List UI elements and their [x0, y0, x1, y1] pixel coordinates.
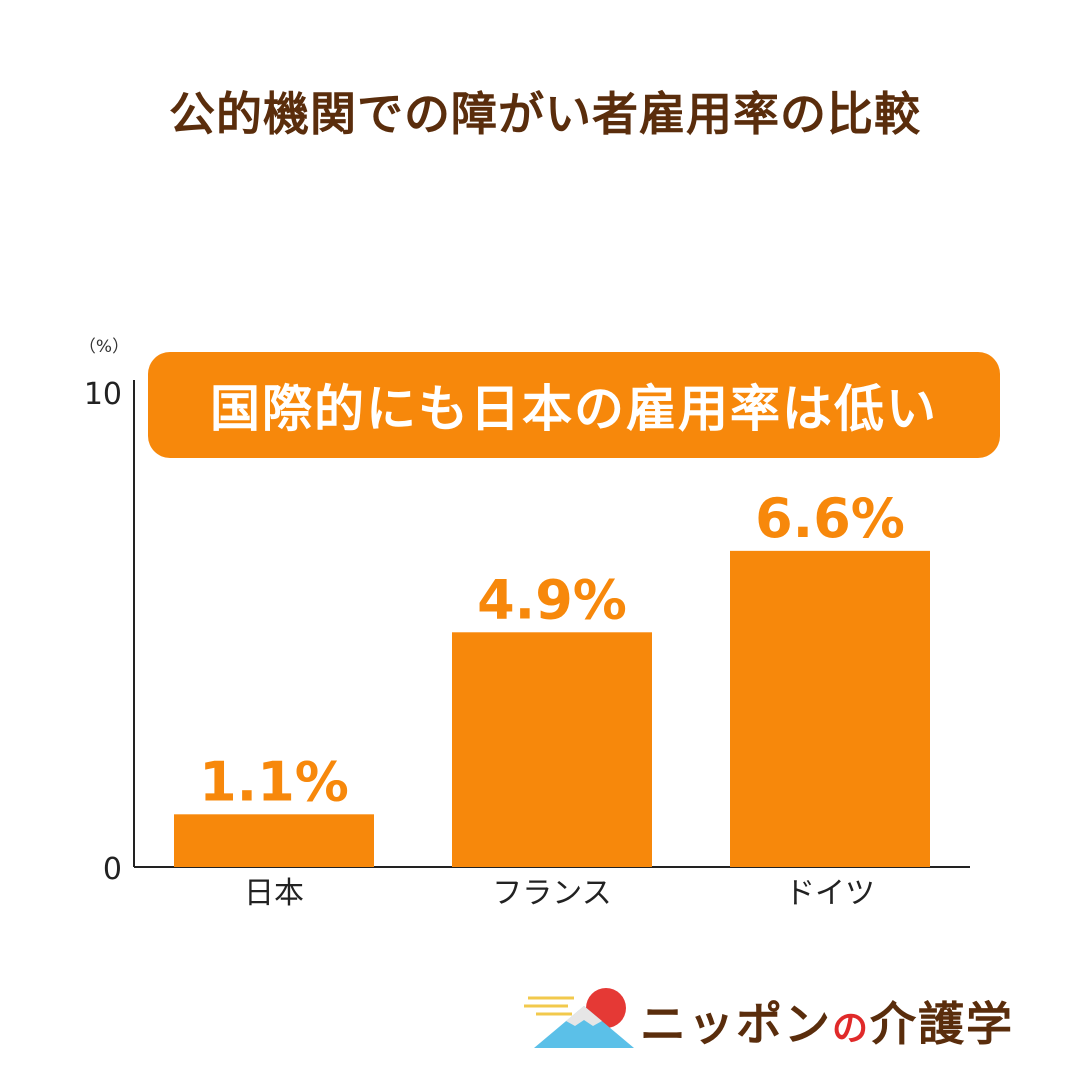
mount-fuji-sun-icon: [524, 988, 634, 1048]
x-tick-label: フランス: [492, 876, 611, 911]
x-tick-label: ドイツ: [785, 876, 875, 911]
bar-value-label: 1.1%: [199, 750, 349, 813]
bar-value-label: 4.9%: [477, 568, 627, 631]
bar: [730, 550, 930, 867]
bar: [452, 632, 652, 867]
y-tick-label: 0: [103, 852, 122, 887]
callout-banner: 国際的にも日本の雇用率は低い: [148, 352, 1000, 458]
bar: [174, 814, 374, 867]
brand-name: ニッポンの介護学: [640, 997, 1015, 1051]
chart-title: 公的機関での障がい者雇用率の比較: [169, 87, 921, 141]
brand-logo: ニッポンの介護学: [522, 982, 1062, 1054]
y-axis-unit: （%）: [79, 337, 129, 357]
bar-value-label: 6.6%: [755, 487, 905, 550]
x-tick-label: 日本: [244, 876, 304, 911]
y-tick-label: 10: [84, 377, 122, 412]
